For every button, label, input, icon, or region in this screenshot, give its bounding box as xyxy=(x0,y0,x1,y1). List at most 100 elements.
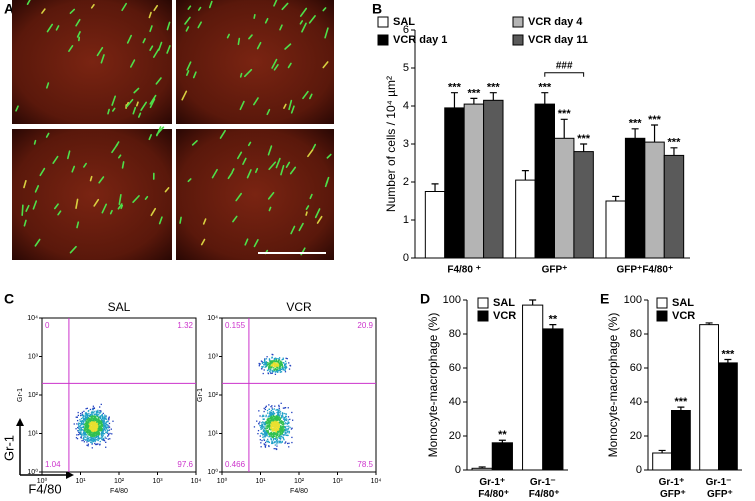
event-dot xyxy=(97,430,99,432)
event-dot xyxy=(81,426,83,428)
event-dot xyxy=(96,426,99,429)
event-dot xyxy=(261,432,263,435)
event-dot xyxy=(281,364,283,367)
event-dot xyxy=(108,425,110,427)
event-dot xyxy=(263,443,265,445)
event-dot xyxy=(91,420,94,422)
event-dot xyxy=(264,364,266,366)
event-dot xyxy=(274,424,277,427)
event-dot xyxy=(287,416,290,418)
event-dot xyxy=(285,416,287,418)
y-tick-label: 5 xyxy=(403,62,409,74)
event-dot xyxy=(268,367,270,370)
event-dot xyxy=(95,424,97,426)
event-dot xyxy=(96,424,99,426)
event-dot xyxy=(82,424,84,426)
y-tick-label: 10¹ xyxy=(208,430,219,437)
event-dot xyxy=(273,360,275,362)
y-tick-label: 40 xyxy=(449,396,461,408)
x-tick-label: GFP⁺F4/80⁺ xyxy=(616,265,673,276)
event-dot xyxy=(278,359,280,362)
y-tick-label: 0 xyxy=(636,464,642,476)
event-dot xyxy=(278,437,281,440)
event-dot xyxy=(286,431,289,433)
event-dot xyxy=(266,369,269,372)
event-dot xyxy=(275,419,277,422)
event-dot xyxy=(270,372,272,375)
event-dot xyxy=(287,422,289,425)
event-dot xyxy=(271,422,273,425)
event-dot xyxy=(280,402,282,404)
event-dot xyxy=(279,363,281,365)
event-dot xyxy=(267,440,269,442)
event-dot xyxy=(278,442,280,444)
event-dot xyxy=(262,366,264,368)
event-dot xyxy=(276,443,278,445)
event-dot xyxy=(269,368,272,370)
event-dot xyxy=(111,433,113,435)
event-dot xyxy=(280,371,283,373)
event-dot xyxy=(92,408,94,411)
event-dot xyxy=(93,432,95,435)
x-tick-label: Gr-1⁻ GFP⁺ xyxy=(704,477,733,500)
event-dot xyxy=(265,358,268,360)
event-dot xyxy=(271,442,273,445)
event-dot xyxy=(273,417,275,420)
event-dot xyxy=(261,366,263,369)
event-dot xyxy=(94,413,96,415)
event-dot xyxy=(271,430,274,432)
event-dot xyxy=(265,415,267,418)
x-tick-label: 10³ xyxy=(332,478,343,485)
event-dot xyxy=(274,368,276,370)
bar xyxy=(424,191,446,259)
event-dot xyxy=(277,440,279,442)
event-dot xyxy=(260,422,263,424)
event-dot xyxy=(95,418,97,420)
event-dot xyxy=(269,434,271,436)
significance: *** xyxy=(558,108,572,120)
event-dot xyxy=(88,423,90,425)
event-dot xyxy=(272,412,274,415)
event-dot xyxy=(81,411,83,414)
event-dot xyxy=(269,361,271,363)
event-dot xyxy=(271,371,274,373)
event-dot xyxy=(283,418,286,420)
event-dot xyxy=(281,364,284,366)
event-dot xyxy=(276,366,278,369)
micrograph xyxy=(176,0,334,124)
event-dot xyxy=(273,414,275,417)
event-dot xyxy=(93,423,95,425)
event-dot xyxy=(89,425,91,427)
event-dot xyxy=(80,428,83,430)
event-dot xyxy=(260,360,263,362)
event-dot xyxy=(268,359,271,361)
event-dot xyxy=(96,414,98,416)
event-dot xyxy=(282,434,284,436)
fluorescent-cell xyxy=(309,93,313,100)
event-dot xyxy=(265,405,268,407)
event-dot xyxy=(278,363,280,365)
event-dot xyxy=(282,369,284,371)
event-dot xyxy=(277,361,280,363)
event-dot xyxy=(105,426,108,429)
event-dot xyxy=(267,430,270,432)
event-dot xyxy=(265,431,267,433)
event-dot xyxy=(267,362,269,364)
event-dot xyxy=(87,445,89,447)
event-dot xyxy=(89,432,91,434)
event-dot xyxy=(284,360,287,362)
event-dot xyxy=(284,431,287,434)
event-dot xyxy=(276,414,279,416)
event-dot xyxy=(282,357,284,359)
event-dot xyxy=(93,415,95,417)
event-dot xyxy=(274,369,277,371)
event-dot xyxy=(274,357,277,359)
event-dot xyxy=(272,429,275,431)
event-dot xyxy=(101,424,103,426)
event-dot xyxy=(262,361,264,364)
event-dot xyxy=(90,419,92,422)
event-dot xyxy=(102,433,104,435)
event-dot xyxy=(258,422,260,425)
event-dot xyxy=(103,419,105,421)
event-dot xyxy=(88,440,90,442)
